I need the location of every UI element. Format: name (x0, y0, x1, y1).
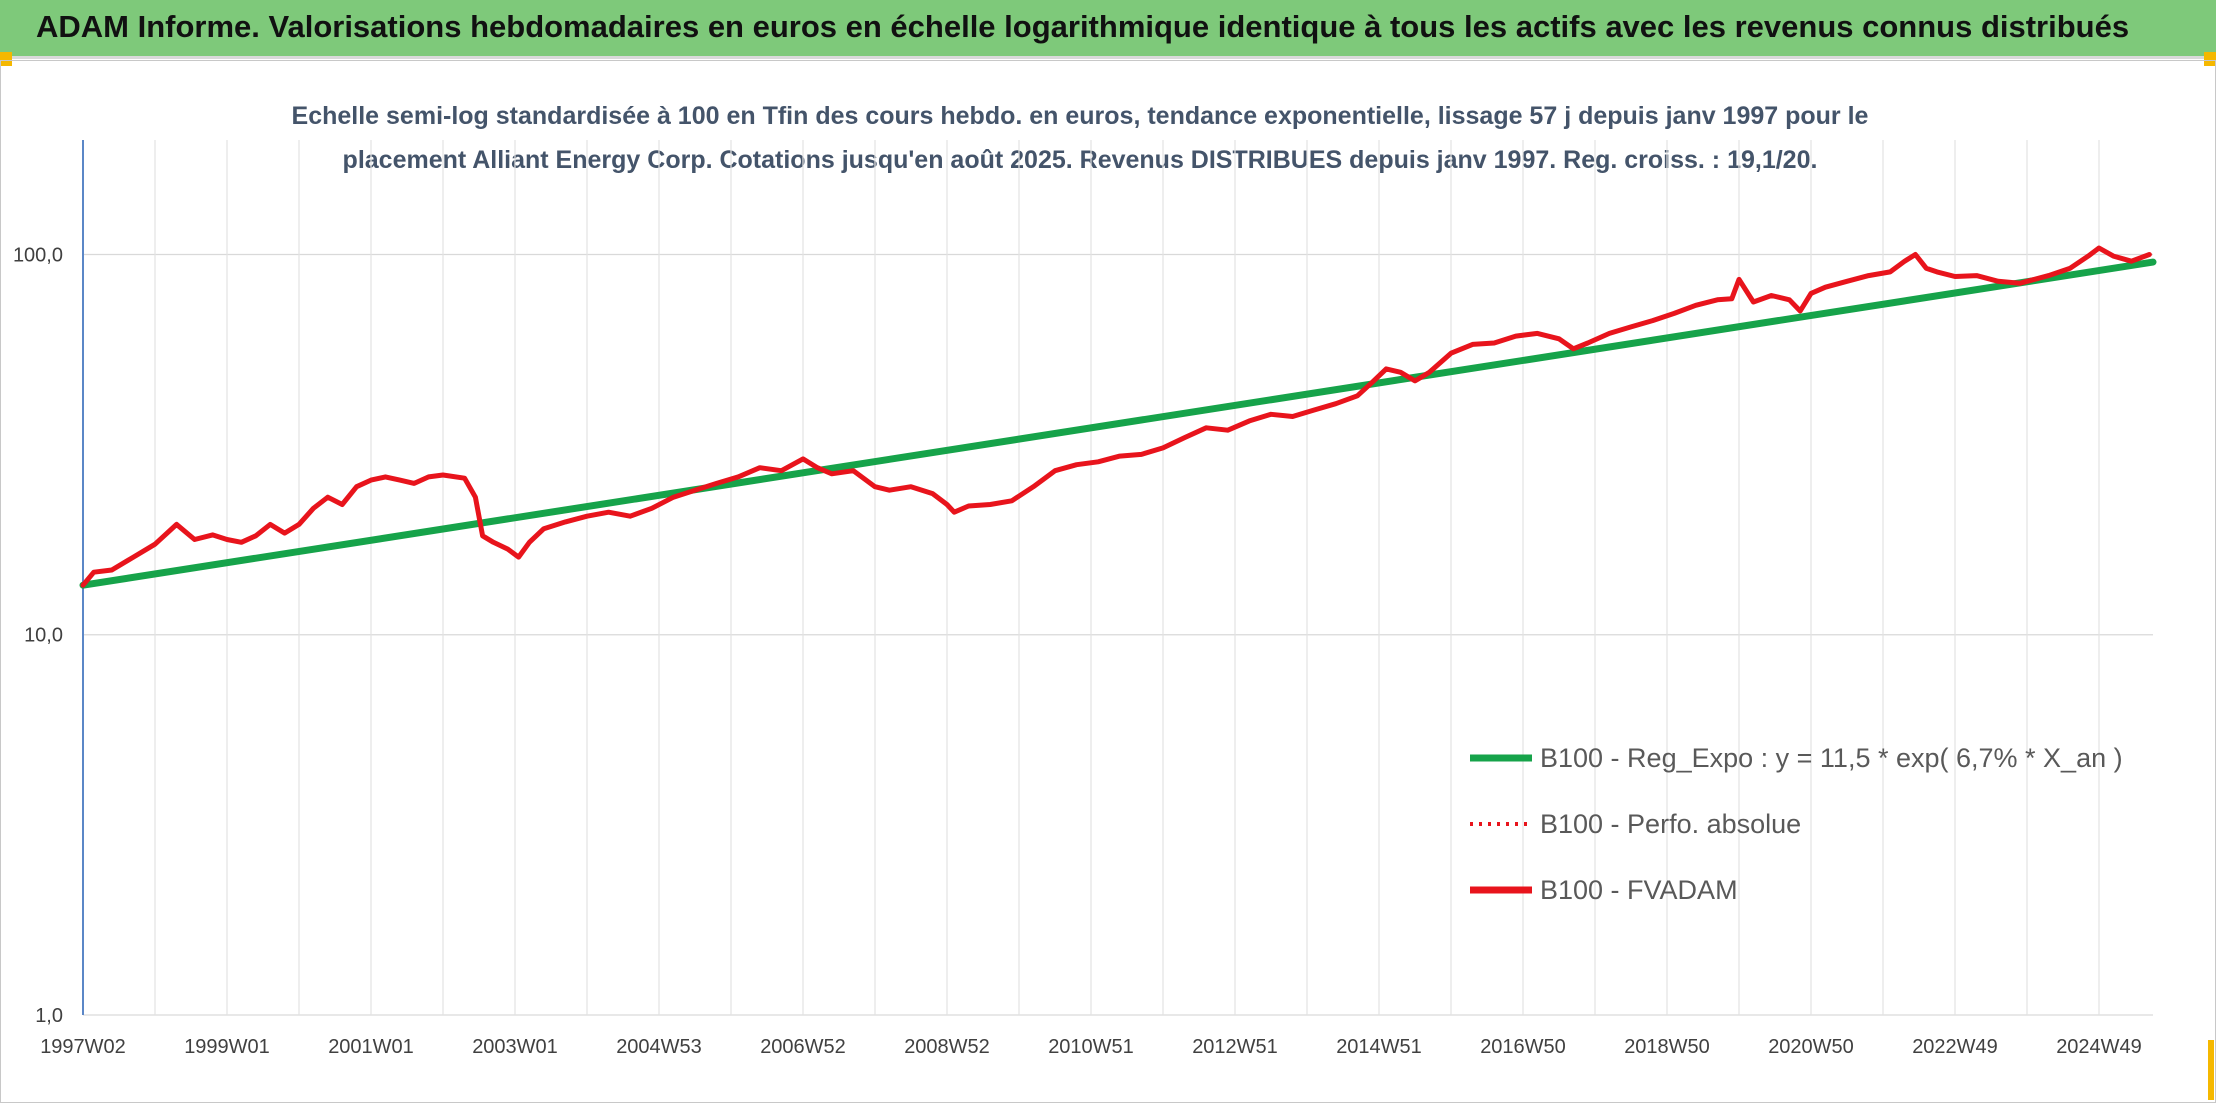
x-tick-label-0: 1997W02 (40, 1036, 126, 1058)
x-tick-label-6: 2008W52 (904, 1036, 990, 1058)
corner-mark-bottom-right (2208, 1040, 2214, 1100)
x-tick-label-14: 2024W49 (2056, 1036, 2142, 1058)
series-line-0 (79, 258, 2157, 589)
gridlines (83, 140, 2153, 1016)
series-line-2 (80, 245, 2152, 588)
x-tick-label-9: 2014W51 (1336, 1036, 1422, 1058)
corner-mark-top-right (2204, 52, 2216, 66)
x-tick-label-3: 2003W01 (472, 1036, 558, 1058)
x-tick-label-10: 2016W50 (1480, 1036, 1566, 1058)
x-tick-label-2: 2001W01 (328, 1036, 414, 1058)
x-axis-ticks: 1997W02 1999W01 2001W01 2003W01 2004W53 2006W… (40, 1036, 2142, 1058)
chart-title: Echelle semi-log standardisée à 100 en T… (160, 94, 2000, 182)
y-tick-label-1: 10,0 (24, 625, 63, 647)
x-tick-label-11: 2018W50 (1624, 1036, 1710, 1058)
y-tick-label-2: 100,0 (13, 244, 63, 266)
x-tick-label-8: 2012W51 (1192, 1036, 1278, 1058)
chart-title-line-1: Echelle semi-log standardisée à 100 en T… (291, 102, 1869, 130)
legend-label-0: B100 - Reg_Expo : y = 11,5 * exp( 6,7% *… (1540, 743, 2123, 773)
y-axis-ticks: 1,0 10,0 100,0 (13, 244, 63, 1027)
corner-mark-top-left (0, 52, 12, 66)
series-group (79, 245, 2157, 589)
x-tick-label-1: 1999W01 (184, 1036, 270, 1058)
y-tick-label-0: 1,0 (35, 1005, 63, 1027)
header-banner: ADAM Informe. Valorisations hebdomadaire… (0, 0, 2216, 59)
x-tick-label-4: 2004W53 (616, 1036, 702, 1058)
legend-label-1: B100 - Perfo. absolue (1540, 809, 1801, 839)
legend-label-2: B100 - FVADAM (1540, 875, 1738, 905)
x-tick-label-12: 2020W50 (1768, 1036, 1854, 1058)
x-tick-label-5: 2006W52 (760, 1036, 846, 1058)
banner-title: ADAM Informe. Valorisations hebdomadaire… (36, 9, 2130, 44)
legend: B100 - Reg_Expo : y = 11,5 * exp( 6,7% *… (1470, 743, 2123, 905)
x-tick-label-13: 2022W49 (1912, 1036, 1998, 1058)
chart-title-line-2: placement Alliant Energy Corp. Cotations… (342, 146, 1818, 174)
x-tick-label-7: 2010W51 (1048, 1036, 1134, 1058)
